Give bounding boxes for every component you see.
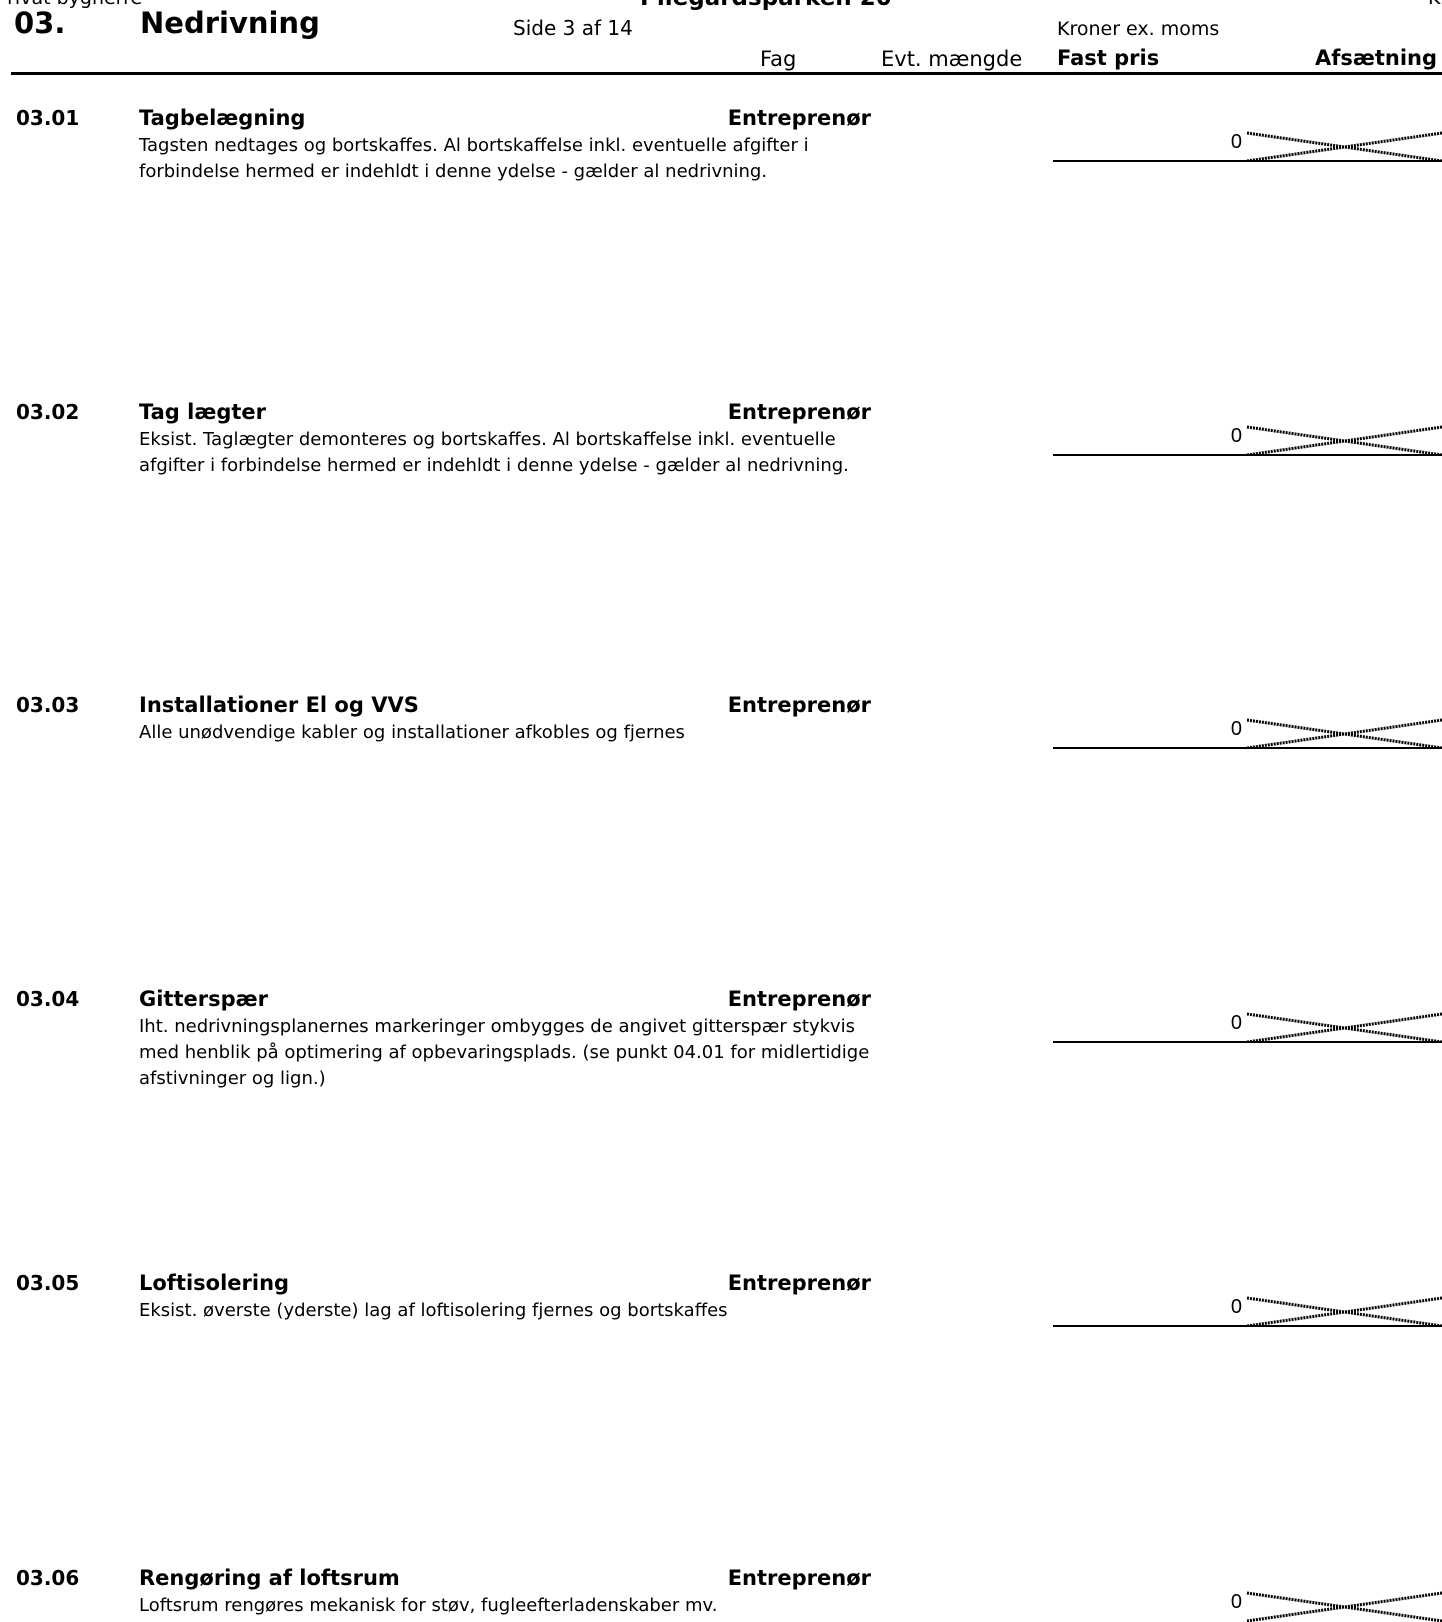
item-description: Eksist. øverste (yderste) lag af loftiso…: [139, 1300, 728, 1321]
item-price[interactable]: 0: [1230, 1591, 1242, 1613]
allocation-cross-icon: [1246, 425, 1442, 456]
item-number: 03.04: [16, 987, 80, 1011]
item-number: 03.06: [16, 1566, 80, 1590]
price-rule: [1053, 1325, 1442, 1327]
item-description: Tagsten nedtages og bortskaffes. Al bort…: [139, 135, 809, 182]
item-price[interactable]: 0: [1230, 1012, 1242, 1034]
item-title: Rengøring af loftsrum: [139, 1566, 400, 1590]
column-header-fixed-price: Fast pris: [1057, 46, 1160, 70]
item-number: 03.03: [16, 693, 80, 717]
item-number: 03.01: [16, 106, 80, 130]
item-description: Iht. nedrivningsplanernes markeringer om…: [139, 1016, 870, 1089]
column-header-quantity: Evt. mængde: [881, 47, 1023, 71]
item-title: Tagbelægning: [139, 106, 306, 130]
item-title: Tag lægter: [139, 400, 267, 424]
currency-note: Kroner ex. moms: [1057, 18, 1220, 40]
price-rule: [1053, 747, 1442, 749]
item-number: 03.02: [16, 400, 80, 424]
item-trade: Entreprenør: [727, 693, 871, 717]
item-price[interactable]: 0: [1230, 1296, 1242, 1318]
allocation-cross-icon: [1246, 1012, 1442, 1043]
item-title: Loftisolering: [139, 1271, 290, 1295]
allocation-cross-icon: [1246, 131, 1442, 162]
price-rule: [1053, 1041, 1442, 1043]
item-description: Loftsrum rengøres mekanisk for støv, fug…: [139, 1595, 718, 1616]
item-trade: Entreprenør: [727, 987, 871, 1011]
item-price[interactable]: 0: [1230, 425, 1242, 447]
project-name: Pilegårdsparken 20: [640, 0, 892, 11]
column-header-allocation: Afsætning: [1314, 46, 1437, 70]
allocation-cross-icon: [1246, 1296, 1442, 1327]
item-description: Alle unødvendige kabler og installatione…: [139, 722, 685, 743]
item-trade: Entreprenør: [727, 1271, 871, 1295]
allocation-cross-icon: [1246, 718, 1442, 749]
header-rule: [11, 72, 1442, 75]
item-title: Gitterspær: [139, 987, 269, 1011]
item-price[interactable]: 0: [1230, 131, 1242, 153]
client-label: Privat bygherre: [0, 0, 142, 9]
price-rule: [1053, 454, 1442, 456]
item-number: 03.05: [16, 1271, 80, 1295]
item-trade: Entreprenør: [727, 106, 871, 130]
item-price[interactable]: 0: [1230, 718, 1242, 740]
item-description: Eksist. Taglægter demonteres og bortskaf…: [139, 429, 849, 476]
item-trade: Entreprenør: [727, 400, 871, 424]
page-indicator: Side 3 af 14: [513, 16, 633, 40]
top-right-fragment: K: [1428, 0, 1440, 9]
section-title: Nedrivning: [140, 6, 320, 40]
section-number: 03.: [14, 6, 66, 40]
item-trade: Entreprenør: [727, 1566, 871, 1590]
column-header-fag: Fag: [760, 47, 797, 71]
price-rule: [1053, 160, 1442, 162]
item-title: Installationer El og VVS: [139, 693, 419, 717]
allocation-cross-icon: [1246, 1591, 1442, 1622]
